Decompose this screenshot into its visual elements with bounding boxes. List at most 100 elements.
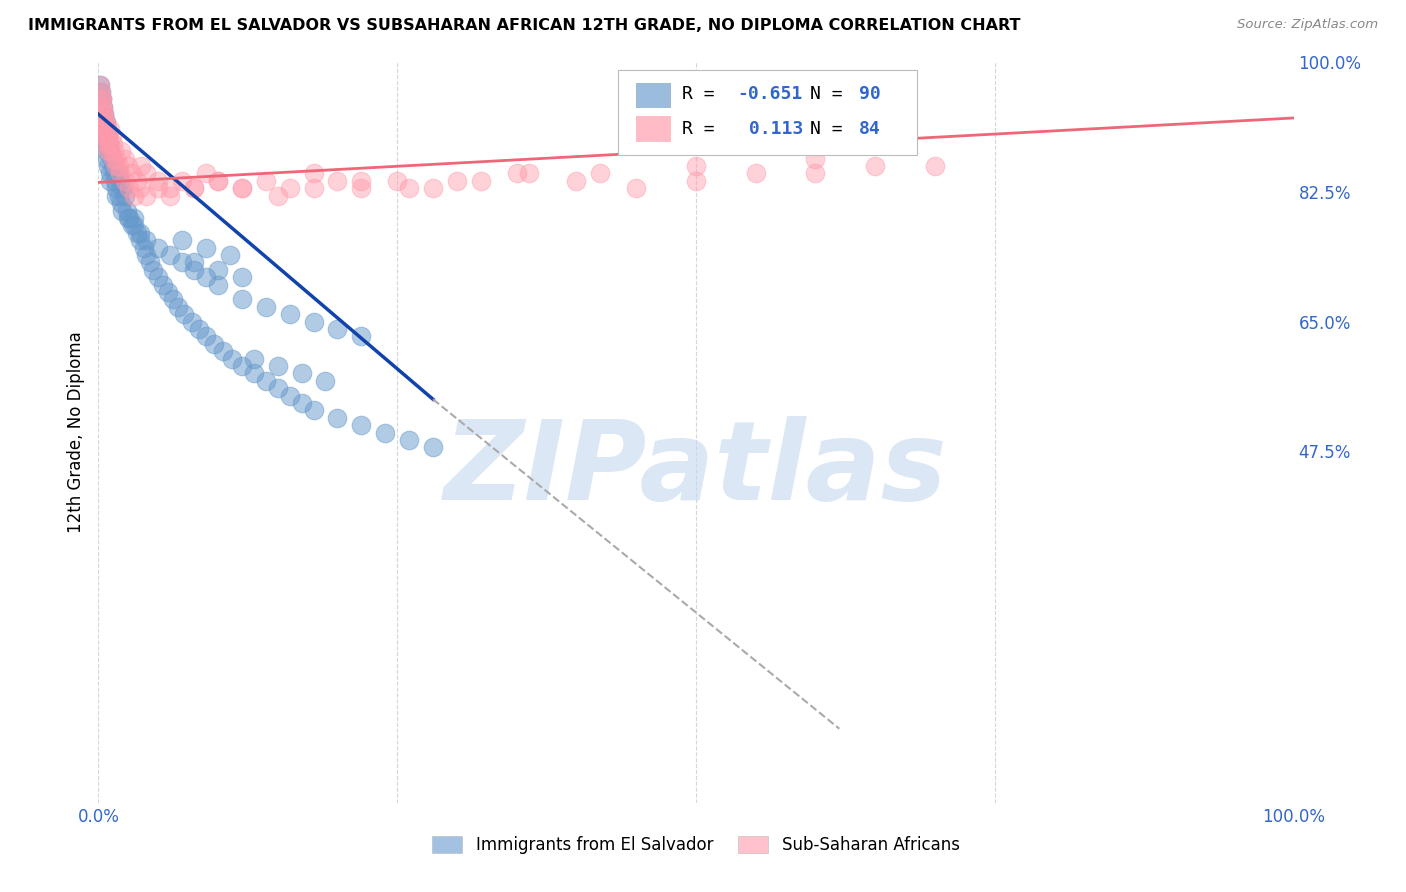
Point [326, 410, 349, 425]
Point [142, 262, 165, 277]
Point [117, 211, 139, 225]
Point [91, 100, 114, 114]
Point [94, 145, 117, 159]
Point [91, 92, 114, 106]
Text: -0.651: -0.651 [738, 86, 803, 103]
Point [924, 159, 946, 173]
Point [148, 174, 170, 188]
FancyBboxPatch shape [619, 70, 917, 155]
Point [231, 293, 253, 307]
Point [96, 152, 118, 166]
Point [139, 255, 162, 269]
Text: N =: N = [810, 120, 842, 138]
Point [114, 188, 136, 202]
Point [254, 300, 277, 314]
Point [118, 211, 141, 225]
Point [111, 181, 134, 195]
Point [93, 136, 115, 151]
Point [132, 240, 155, 255]
Point [105, 159, 128, 173]
Point [350, 418, 373, 433]
Point [159, 181, 181, 195]
Point [374, 425, 396, 440]
Point [350, 174, 373, 188]
Point [90, 85, 112, 99]
Point [243, 351, 266, 366]
Point [98, 122, 122, 136]
Point [108, 174, 131, 188]
Point [101, 136, 124, 151]
Point [105, 181, 128, 195]
Point [173, 307, 195, 321]
Point [254, 174, 277, 188]
Point [172, 255, 194, 269]
Point [103, 166, 125, 180]
Point [231, 181, 253, 195]
Text: N =: N = [810, 86, 842, 103]
Point [422, 181, 444, 195]
Point [385, 174, 409, 188]
Point [101, 159, 124, 173]
Point [93, 107, 115, 121]
Point [172, 174, 194, 188]
Point [804, 166, 827, 180]
Point [167, 300, 190, 314]
Point [302, 166, 325, 180]
Point [97, 129, 120, 144]
Point [685, 159, 707, 173]
Point [129, 226, 152, 240]
Text: R =: R = [682, 120, 714, 138]
Point [231, 359, 253, 373]
Point [162, 293, 184, 307]
Point [91, 122, 114, 136]
Y-axis label: 12th Grade, No Diploma: 12th Grade, No Diploma [66, 332, 84, 533]
Point [267, 359, 290, 373]
Point [398, 433, 420, 447]
Point [278, 181, 301, 195]
Point [152, 277, 174, 292]
Text: Source: ZipAtlas.com: Source: ZipAtlas.com [1237, 18, 1378, 31]
Point [98, 174, 122, 188]
Point [105, 188, 128, 202]
Point [398, 181, 420, 195]
Point [422, 441, 444, 455]
Point [91, 129, 114, 144]
Point [90, 100, 112, 114]
Point [104, 174, 127, 188]
Point [172, 233, 194, 247]
Point [180, 314, 202, 328]
Point [211, 344, 233, 359]
Point [148, 270, 170, 285]
Point [446, 174, 468, 188]
Point [243, 367, 266, 381]
Point [121, 166, 143, 180]
Point [302, 314, 325, 328]
Point [91, 107, 114, 121]
Point [131, 159, 153, 173]
Point [105, 152, 128, 166]
Point [254, 374, 277, 388]
Point [135, 188, 157, 202]
Point [183, 181, 205, 195]
Point [267, 188, 290, 202]
Point [565, 174, 588, 188]
Point [110, 196, 132, 211]
Point [159, 188, 181, 202]
Point [100, 129, 122, 144]
Point [156, 285, 179, 299]
Point [326, 322, 349, 336]
FancyBboxPatch shape [637, 83, 671, 108]
Point [517, 166, 540, 180]
Point [291, 367, 314, 381]
Point [91, 92, 114, 106]
Point [135, 233, 157, 247]
Text: 84: 84 [859, 120, 880, 138]
Point [89, 78, 111, 92]
Point [291, 396, 314, 410]
Point [506, 166, 529, 180]
Point [187, 322, 209, 336]
Point [96, 122, 118, 136]
Point [207, 174, 229, 188]
Point [135, 248, 157, 262]
Point [804, 152, 827, 166]
